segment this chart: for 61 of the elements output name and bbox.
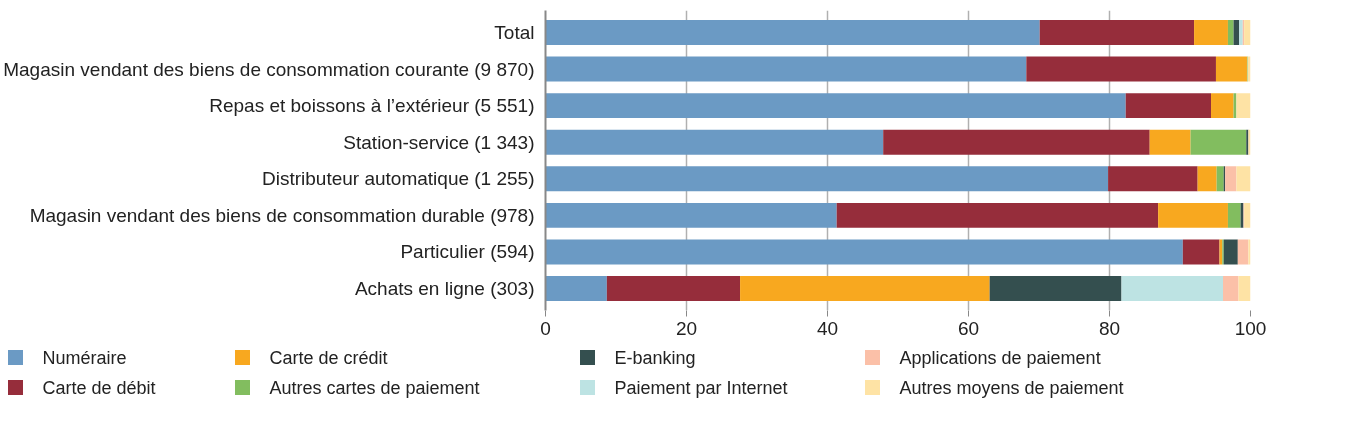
bar (1225, 166, 1237, 192)
x-tick-label: 0 (540, 317, 551, 339)
bar (1238, 276, 1251, 301)
bar (1223, 276, 1239, 301)
bar (989, 276, 1122, 301)
bar (1223, 239, 1238, 265)
x-tick-label: 80 (1098, 317, 1121, 339)
bar (1244, 202, 1251, 228)
bar (1244, 20, 1251, 45)
bar (545, 93, 1126, 119)
y-tick-label: Total (494, 21, 535, 43)
bar (1227, 202, 1241, 228)
x-tick-label: 100 (1234, 317, 1267, 339)
bar (1197, 166, 1217, 192)
legend-label: Autres moyens de paiement (899, 377, 1124, 398)
y-tick-label: Station-service (1 343) (343, 131, 535, 153)
bar (1182, 239, 1220, 265)
y-tick-label: Magasin vendant des biens de consommation durable (978) (29, 204, 535, 226)
bar (1039, 20, 1195, 45)
bar (1236, 166, 1251, 192)
y-tick-label: Particulier (594) (400, 241, 535, 263)
legend-label: Applications de paiement (899, 347, 1101, 368)
x-tick-label: 20 (675, 317, 698, 339)
y-tick-label: Achats en ligne (303) (354, 278, 535, 300)
bar (545, 166, 1109, 192)
bar (1236, 93, 1251, 119)
bar (1121, 276, 1224, 301)
legend-label: E-banking (614, 347, 696, 368)
bar (545, 20, 1040, 45)
legend-label: Autres cartes de paiement (269, 377, 480, 398)
bar (1190, 129, 1247, 155)
bar (883, 129, 1150, 155)
y-tick-label: Distributeur automatique (1 255) (262, 168, 535, 190)
bar (545, 239, 1183, 265)
bar (1158, 202, 1228, 228)
legend-label: Paiement par Internet (614, 377, 788, 398)
x-tick-label: 60 (957, 317, 980, 339)
bar (545, 276, 607, 301)
bar (1248, 239, 1251, 265)
bar (1108, 166, 1198, 192)
bar (1026, 56, 1216, 82)
legend-label: Carte de crédit (269, 347, 388, 368)
legend-label: Numéraire (42, 347, 127, 368)
x-tick-label: 40 (816, 317, 839, 339)
bar (545, 202, 837, 228)
bar (606, 276, 741, 301)
bar (1125, 93, 1212, 119)
bar (1227, 20, 1234, 45)
y-tick-label: Repas et boissons à l’extérieur (5 551) (209, 95, 535, 117)
bar (1149, 129, 1191, 155)
bar (545, 129, 884, 155)
bar (1194, 20, 1228, 45)
bar (740, 276, 990, 301)
legend-label: Carte de débit (42, 377, 156, 398)
bar (836, 202, 1159, 228)
bar (1211, 93, 1234, 119)
bar (1215, 56, 1247, 82)
bar (1216, 166, 1224, 192)
y-tick-label: Magasin vendant des biens de consommation courante (9 870) (3, 58, 535, 80)
bar (1237, 239, 1249, 265)
bar (545, 56, 1027, 82)
